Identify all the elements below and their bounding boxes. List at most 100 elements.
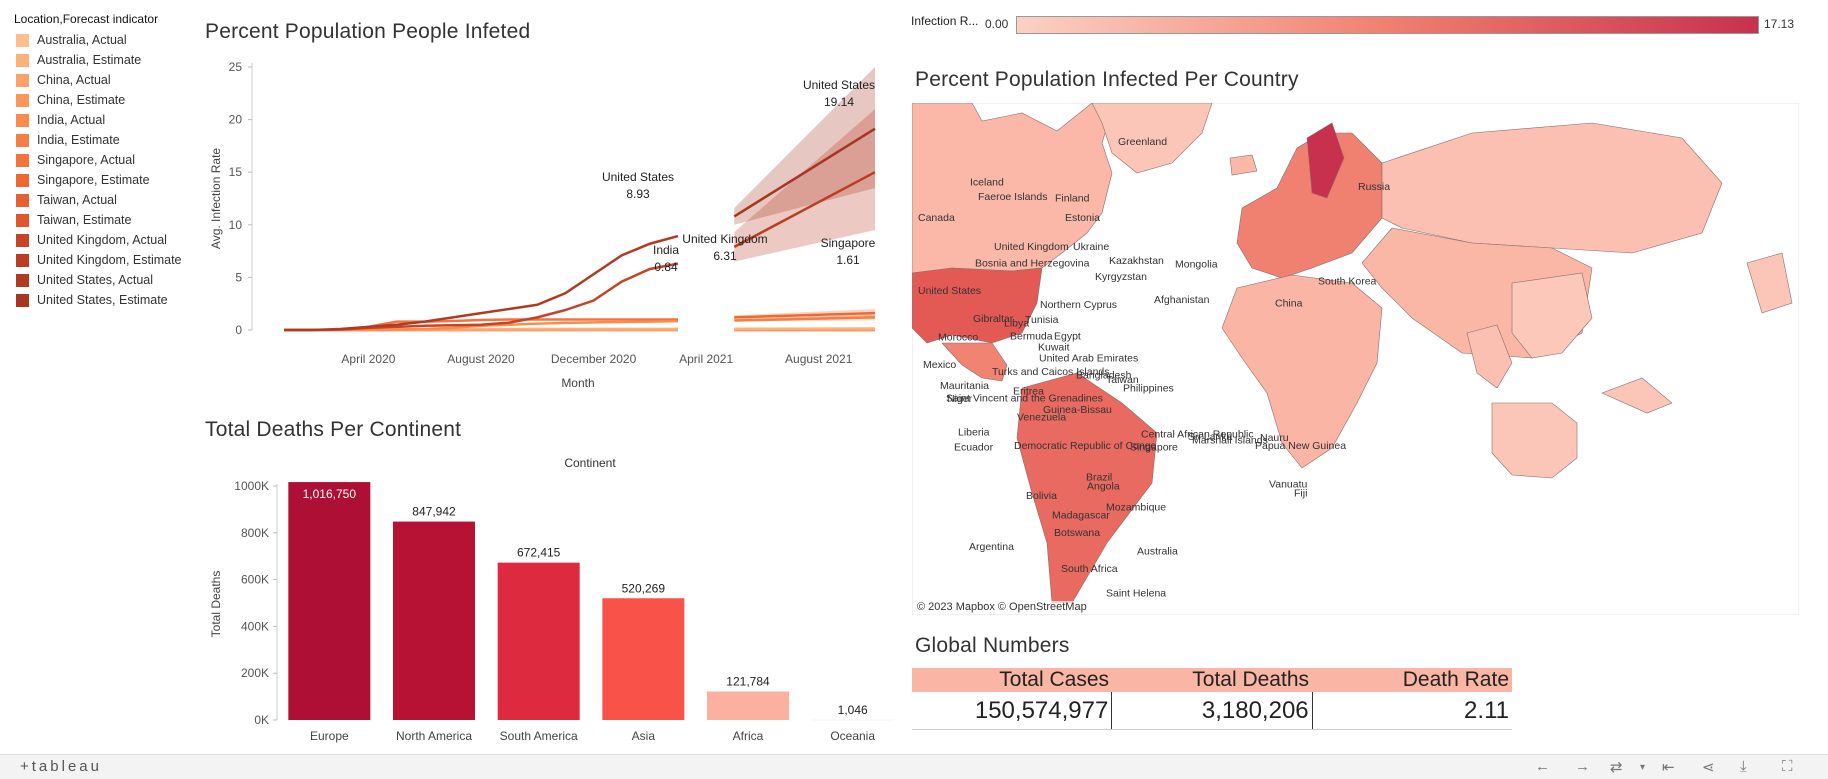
- legend-swatch: [16, 253, 29, 267]
- map-country-label: Estonia: [1065, 212, 1100, 224]
- map-country-label: Venezuela: [1017, 412, 1066, 424]
- map-country-label: Guinea-Bissau: [1043, 404, 1112, 416]
- legend-item[interactable]: Singapore, Actual: [8, 150, 198, 170]
- legend-swatch: [16, 193, 29, 207]
- map-country-label: Mauritania: [940, 380, 989, 392]
- world-map[interactable]: Greenland Iceland Faeroe Islands Finland Est…: [912, 103, 1799, 615]
- y-tick-label: 200K: [241, 666, 269, 680]
- legend-label: India, Actual: [37, 113, 106, 127]
- annotation-label: United States: [803, 78, 875, 92]
- map-country-label: Nauru: [1260, 432, 1289, 444]
- header-death-rate: Death Rate: [1402, 668, 1509, 691]
- header-total-cases: Total Cases: [999, 668, 1109, 691]
- share-icon[interactable]: ⋖: [1702, 759, 1715, 776]
- legend-swatch: [16, 33, 29, 47]
- global-numbers-table: Total Cases Total Deaths Death Rate 150,…: [912, 668, 1512, 730]
- download-icon[interactable]: ⤓: [1740, 758, 1747, 775]
- legend-label: Australia, Estimate: [37, 53, 142, 67]
- map-country-label: Angola: [1087, 480, 1120, 492]
- category-label: Europe: [310, 729, 349, 743]
- legend-item[interactable]: Australia, Estimate: [8, 50, 198, 70]
- legend-swatch: [16, 133, 29, 147]
- annotation-label: United States: [602, 170, 674, 184]
- x-axis-title: Month: [561, 376, 594, 390]
- map-attribution: © 2023 Mapbox © OpenStreetMap: [915, 601, 1089, 613]
- global-numbers-title: Global Numbers: [915, 634, 1070, 657]
- map-country-label: Philippines: [1123, 383, 1174, 395]
- legend-item[interactable]: Taiwan, Actual: [8, 190, 198, 210]
- bar: [288, 482, 371, 720]
- map-country-label: Morocco: [938, 332, 978, 344]
- deaths-bar-chart: Continent 0K 200K 400K 600K 800K 1000K Total De…: [209, 456, 894, 743]
- map-country-label: Ecuador: [954, 442, 994, 454]
- map-country-label: Central African Republic: [1141, 428, 1254, 440]
- map-country-label: Kyrgyzstan: [1095, 271, 1147, 283]
- tableau-toolbar: +tableau ← → ⇄ ▾ ⇤ ⋖ ⤓ ⛶: [0, 754, 1828, 779]
- legend-item[interactable]: India, Estimate: [8, 130, 198, 150]
- annotation-value: 8.93: [626, 187, 650, 201]
- map-country-label: Iceland: [970, 177, 1004, 189]
- redo-icon[interactable]: →: [1575, 758, 1590, 775]
- africa-shape: [1221, 274, 1383, 469]
- map-country-label: Saint Vincent and the Grenadines: [946, 392, 1103, 404]
- legend-label: United Kingdom, Actual: [37, 233, 167, 247]
- map-country-label: Afghanistan: [1154, 294, 1210, 306]
- legend-item[interactable]: China, Actual: [8, 70, 198, 90]
- revert-icon[interactable]: ⇄: [1610, 759, 1623, 776]
- map-country-label: Brazil: [1086, 472, 1112, 484]
- legend-item[interactable]: Singapore, Estimate: [8, 170, 198, 190]
- australia-shape: [1491, 402, 1578, 479]
- infection-line-chart: 0 5 10 15 20 25 April 2020 August 2020 December …: [209, 60, 876, 390]
- x-tick-label: April 2021: [679, 352, 733, 366]
- map-country-label: Gibraltar: [973, 313, 1014, 325]
- series-line-estimate: [734, 316, 876, 322]
- india-shape: [1466, 324, 1513, 389]
- header-total-deaths: Total Deaths: [1192, 668, 1309, 691]
- map-title: Percent Population Infected Per Country: [915, 68, 1299, 91]
- tableau-logo[interactable]: +tableau: [20, 758, 102, 775]
- legend-item[interactable]: Taiwan, Estimate: [8, 210, 198, 230]
- mexico-shape: [941, 342, 1008, 382]
- revert-menu-chevron-icon[interactable]: ▾: [1640, 762, 1646, 773]
- map-country-label: Bermuda: [1010, 331, 1053, 343]
- legend-label: United States, Actual: [37, 273, 154, 287]
- legend-item[interactable]: United Kingdom, Actual: [8, 230, 198, 250]
- y-tick-label: 15: [229, 165, 243, 179]
- legend-item[interactable]: United States, Estimate: [8, 290, 198, 310]
- y-axis-title: Total Deaths: [209, 571, 223, 638]
- legend-swatch: [16, 273, 29, 287]
- series-line-estimate: [734, 311, 876, 319]
- map-country-label: Argentina: [969, 541, 1014, 553]
- map-country-label: Singapore: [1130, 442, 1178, 454]
- map-country-label: United States: [918, 285, 981, 297]
- fullscreen-icon[interactable]: ⛶: [1782, 758, 1793, 775]
- annotation-value: 19.14: [824, 95, 854, 109]
- legend-item[interactable]: India, Actual: [8, 110, 198, 130]
- legend-item[interactable]: China, Estimate: [8, 90, 198, 110]
- y-tick-label: 0: [235, 323, 242, 337]
- japan-shape: [1746, 252, 1793, 314]
- bar: [602, 598, 685, 720]
- legend-item[interactable]: United Kingdom, Estimate: [8, 250, 198, 270]
- legend-item[interactable]: United States, Actual: [8, 270, 198, 290]
- map-country-label: Greenland: [1118, 136, 1167, 148]
- legend-label: China, Actual: [37, 73, 111, 87]
- undo-icon[interactable]: ←: [1535, 758, 1550, 775]
- legend-title: Location,Forecast indicator: [14, 12, 159, 26]
- legend-swatch: [16, 53, 29, 67]
- papua-new-guinea-shape: [1601, 377, 1673, 414]
- bar-value-label: 847,942: [412, 505, 456, 519]
- continent-header: Continent: [564, 456, 616, 470]
- y-tick-label: 600K: [241, 573, 269, 587]
- map-country-label: Australia: [1137, 545, 1178, 557]
- map-legend-min: 0.00: [985, 17, 1009, 31]
- bar: [497, 562, 580, 720]
- map-country-label: Vanuatu: [1269, 479, 1307, 491]
- bar-chart-title: Total Deaths Per Continent: [205, 418, 462, 441]
- map-country-label: Libya: [1004, 318, 1029, 330]
- series-line-estimate: [733, 171, 876, 248]
- reset-icon[interactable]: ⇤: [1662, 759, 1675, 776]
- bar-value-label: 1,046: [838, 703, 868, 717]
- category-label: North America: [396, 729, 472, 743]
- legend-item[interactable]: Australia, Actual: [8, 30, 198, 50]
